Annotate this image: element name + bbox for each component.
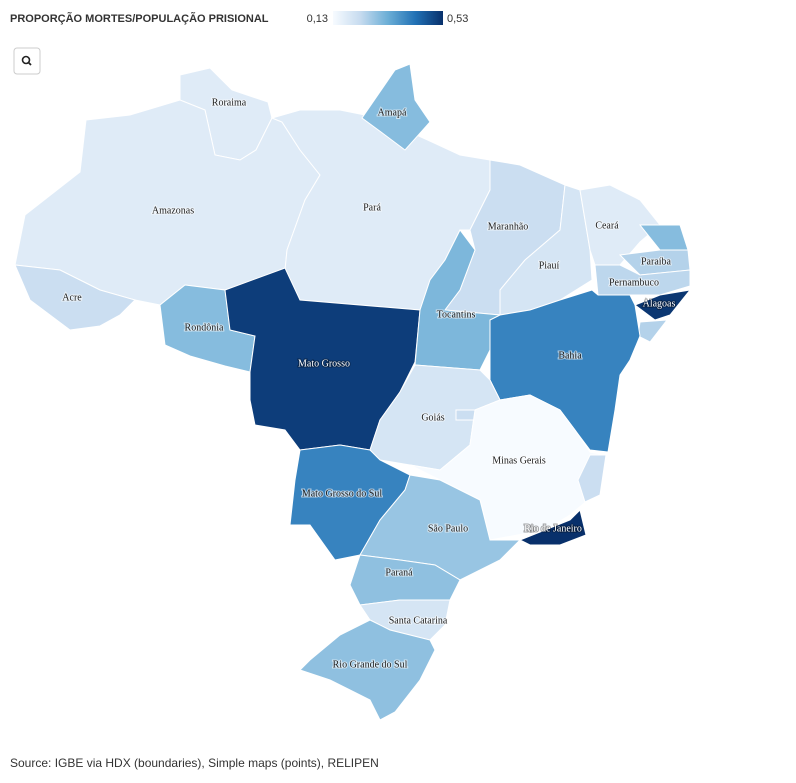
state-label: Piauí (539, 260, 560, 271)
state-region (455, 409, 476, 421)
state-region (299, 619, 436, 721)
state-label: Bahia (558, 350, 582, 361)
state-label: Rio Grande do Sul (333, 659, 408, 670)
state-label: Rio de Janeiro (524, 523, 582, 534)
state-label: Tocantins (437, 309, 476, 320)
state-label: Ceará (595, 220, 619, 231)
search-button[interactable] (13, 47, 41, 75)
state-region (637, 319, 669, 343)
state-label: Rondônia (185, 322, 224, 333)
state-label: Roraima (212, 97, 247, 108)
state-region (579, 184, 661, 266)
state-region (409, 394, 606, 541)
search-box[interactable] (13, 47, 41, 75)
state-label: Paraíba (641, 256, 672, 267)
state-label: São Paulo (428, 523, 468, 534)
search-icon[interactable] (21, 55, 31, 65)
state-label: Amazonas (152, 205, 194, 216)
state-label: Mato Grosso do Sul (302, 488, 383, 499)
state-label: Pará (363, 202, 381, 213)
legend-max: 0,53 (447, 13, 468, 25)
state-label: Paraná (385, 567, 413, 578)
state-label: Mato Grosso (298, 358, 350, 369)
state-region (14, 264, 136, 331)
state-label: Goiás (421, 412, 444, 423)
source: Source: IGBE via HDX (boundaries), Simpl… (10, 756, 379, 770)
state-region (638, 224, 689, 251)
legend-gradient (333, 11, 443, 25)
state-label: Maranhão (488, 221, 529, 232)
state-label: Minas Gerais (492, 455, 546, 466)
state-label: Amapá (378, 107, 407, 118)
state-label: Santa Catarina (389, 615, 448, 626)
state-region (633, 289, 692, 321)
state-label: Alagoas (643, 298, 676, 309)
state-label: Acre (62, 292, 82, 303)
state-label: Pernambuco (609, 277, 659, 288)
state-region (361, 63, 431, 151)
regions (14, 63, 692, 721)
labels: Roraima Amazonas Pará Amapá Acre Rondônia Mato… (61, 96, 676, 671)
state-region (577, 454, 607, 503)
state-region (518, 509, 587, 546)
search-icon-handle (27, 61, 32, 66)
state-region (618, 249, 691, 276)
state-region (414, 229, 501, 371)
legend-title: PROPORÇÃO MORTES/POPULAÇÃO PRISIONAL (10, 12, 269, 25)
legend-min: 0,13 (307, 13, 328, 25)
